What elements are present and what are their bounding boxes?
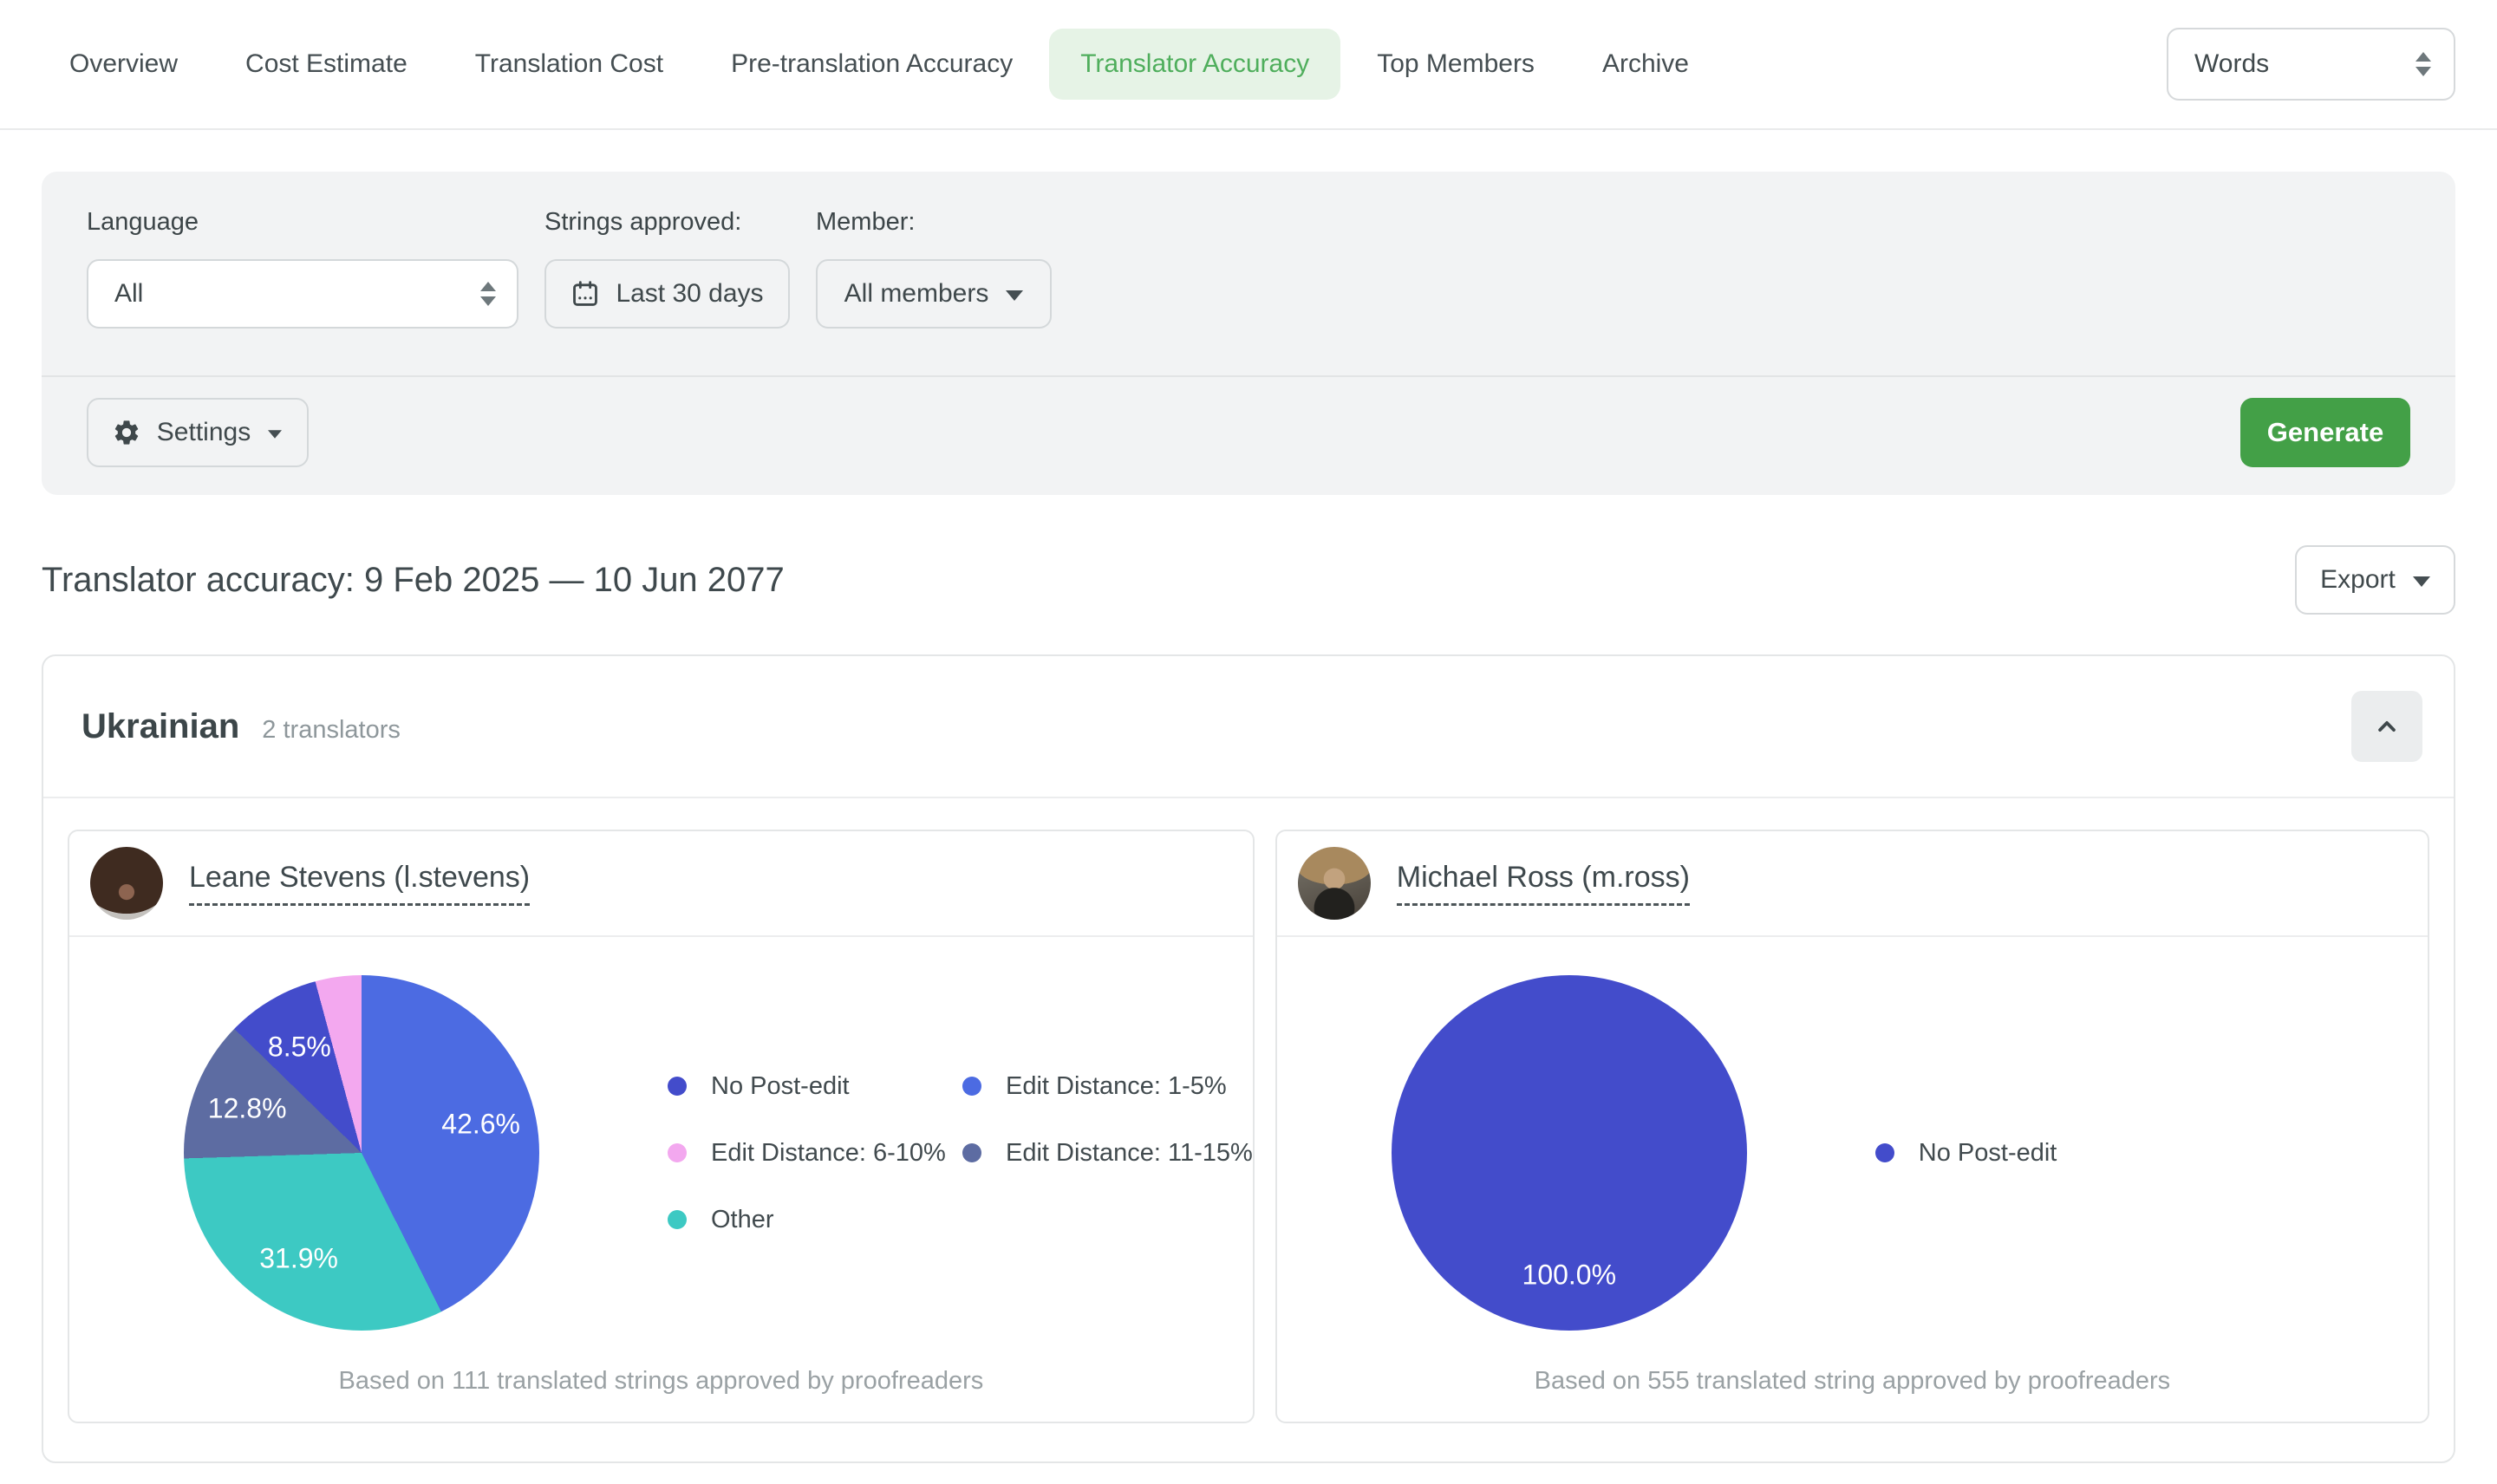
language-filter-group: Language All: [87, 208, 518, 329]
language-label: Language: [87, 208, 199, 236]
legend-label: Edit Distance: 11-15%: [1006, 1138, 1253, 1167]
collapse-button[interactable]: [2351, 691, 2422, 762]
translators-count: 2 translators: [262, 715, 401, 744]
gear-icon: [114, 420, 139, 445]
member-filter-group: Member: All members: [816, 208, 1052, 329]
accuracy-pie-chart: 42.6% 31.9% 12.8% 8.5%: [184, 975, 539, 1331]
filters-row: Language All Strings approved: Last 30 d…: [42, 208, 2455, 329]
member-label: Member:: [816, 208, 916, 236]
export-button[interactable]: Export: [2295, 545, 2455, 615]
report-header: Translator accuracy: 9 Feb 2025 — 10 Jun…: [42, 545, 2455, 615]
pie-legend: No Post-edit: [1874, 1138, 2170, 1168]
report-tabs: Overview Cost Estimate Translation Cost …: [69, 29, 1689, 100]
legend-label: Other: [711, 1205, 774, 1233]
legend-item: No Post-edit: [668, 1072, 962, 1101]
report-title: Translator accuracy: 9 Feb 2025 — 10 Jun…: [42, 560, 785, 599]
translator-card-header: Leane Stevens (l.stevens): [69, 831, 1253, 937]
pie-slice-label: 31.9%: [259, 1242, 338, 1274]
tab-top-members[interactable]: Top Members: [1377, 49, 1535, 78]
export-label: Export: [2320, 565, 2396, 594]
translator-name-link[interactable]: Michael Ross (m.ross): [1396, 861, 1690, 906]
unit-select[interactable]: Words: [2167, 28, 2455, 101]
actions-row: Settings Generate: [87, 398, 2410, 467]
legend-item: Edit Distance: 6-10%: [668, 1139, 962, 1168]
chart-caption: Based on 555 translated string approved …: [1534, 1367, 2171, 1395]
strings-approved-label: Strings approved:: [544, 208, 742, 236]
pie-slice-label: 100.0%: [1522, 1259, 1617, 1291]
pie-slice-label: 12.8%: [207, 1092, 287, 1124]
report-tabbar: Overview Cost Estimate Translation Cost …: [0, 0, 2497, 130]
legend-dot: [668, 1143, 687, 1162]
tab-translator-accuracy[interactable]: Translator Accuracy: [1049, 29, 1341, 100]
language-select-value: All: [114, 279, 144, 308]
date-range-filter-group: Strings approved: Last 30 days: [544, 208, 790, 329]
legend-item: Edit Distance: 11-15%: [962, 1139, 1253, 1168]
tab-pre-translation-accuracy[interactable]: Pre-translation Accuracy: [731, 49, 1014, 78]
legend-label: No Post-edit: [1918, 1138, 2057, 1167]
avatar: [90, 847, 163, 920]
legend-item: Edit Distance: 1-5%: [962, 1072, 1253, 1101]
legend-dot: [1874, 1143, 1894, 1162]
translator-card-body: 100.0% No Post-edit: [1277, 937, 2428, 1331]
translator-name-link[interactable]: Leane Stevens (l.stevens): [189, 861, 531, 906]
translator-card: Leane Stevens (l.stevens) 42.6% 31.9% 12.8…: [68, 830, 1255, 1423]
legend-dot: [668, 1077, 687, 1096]
tab-translation-cost[interactable]: Translation Cost: [474, 49, 664, 78]
member-filter-button[interactable]: All members: [816, 259, 1052, 329]
translator-cards: Leane Stevens (l.stevens) 42.6% 31.9% 12.8…: [43, 798, 2454, 1461]
legend-dot: [962, 1077, 981, 1096]
translator-card-header: Michael Ross (m.ross): [1276, 831, 2428, 937]
unit-select-value: Words: [2194, 49, 2270, 78]
language-section-header: Ukrainian 2 translators: [43, 656, 2454, 798]
avatar: [1297, 847, 1371, 920]
legend-label: Edit Distance: 6-10%: [711, 1138, 946, 1167]
calendar-icon: [573, 281, 598, 306]
legend-item: Other: [668, 1206, 962, 1234]
legend-dot: [962, 1143, 981, 1162]
pie-legend: No Post-edit Edit Distance: 1-5% Edit Dist…: [668, 1072, 1253, 1234]
settings-label: Settings: [156, 418, 251, 446]
translator-card: Michael Ross (m.ross) 100.0% No Post-edi…: [1275, 830, 2429, 1423]
date-range-value: Last 30 days: [616, 279, 764, 308]
settings-button[interactable]: Settings: [87, 398, 309, 467]
panel-divider: [42, 375, 2455, 377]
legend-item: No Post-edit: [1874, 1138, 2170, 1168]
tab-overview[interactable]: Overview: [69, 49, 179, 78]
tab-cost-estimate[interactable]: Cost Estimate: [245, 49, 407, 78]
date-range-button[interactable]: Last 30 days: [544, 259, 790, 329]
generate-button[interactable]: Generate: [2240, 398, 2410, 467]
caret-down-icon: [1006, 290, 1024, 301]
select-updown-icon: [2416, 52, 2431, 76]
filter-panel: Language All Strings approved: Last 30 d…: [42, 172, 2455, 495]
translator-card-body: 42.6% 31.9% 12.8% 8.5% No Post-edit Edit Dis…: [69, 937, 1253, 1331]
caret-down-icon: [268, 430, 283, 439]
pie-slice-label: 8.5%: [267, 1031, 331, 1063]
legend-label: Edit Distance: 1-5%: [1006, 1071, 1227, 1100]
tab-archive[interactable]: Archive: [1601, 49, 1689, 78]
chart-caption: Based on 111 translated strings approved…: [338, 1367, 984, 1395]
language-section: Ukrainian 2 translators Leane Stevens (l…: [42, 654, 2455, 1463]
pie-slice-label: 42.6%: [441, 1108, 521, 1140]
legend-label: No Post-edit: [711, 1071, 850, 1100]
language-name: Ukrainian: [81, 706, 240, 745]
legend-dot: [668, 1210, 687, 1229]
caret-down-icon: [2412, 576, 2430, 587]
chevron-up-icon: [2378, 720, 2396, 732]
member-filter-value: All members: [844, 279, 989, 308]
accuracy-pie-chart: 100.0%: [1391, 975, 1747, 1331]
select-updown-icon: [480, 282, 496, 306]
language-select[interactable]: All: [87, 259, 518, 329]
